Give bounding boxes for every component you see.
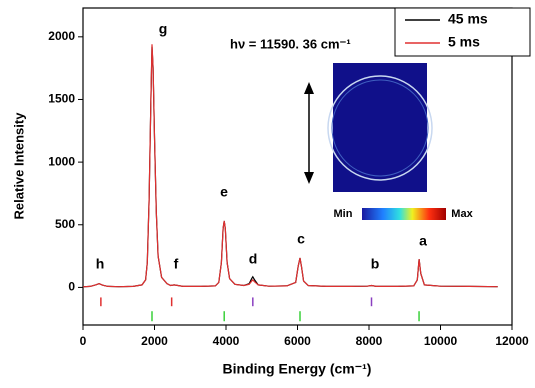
- peak-label: f: [174, 256, 179, 272]
- arrow-head: [304, 82, 314, 94]
- peak-label: a: [419, 233, 427, 249]
- inset-image: [333, 63, 427, 192]
- y-tick-label: 500: [55, 217, 75, 231]
- x-tick-label: 12000: [495, 334, 529, 348]
- x-tick-label: 4000: [213, 334, 240, 348]
- colorbar: [362, 208, 446, 220]
- page: Relative Intensity Binding Energy (cm⁻¹)…: [0, 0, 535, 388]
- x-tick-label: 8000: [356, 334, 383, 348]
- legend-label: 5 ms: [448, 34, 480, 50]
- series-line: [83, 47, 498, 287]
- peak-label: c: [297, 231, 305, 247]
- series-line: [83, 44, 498, 286]
- peak-label: b: [371, 256, 380, 272]
- colorbar-min: Min: [334, 208, 353, 220]
- y-tick-label: 1500: [48, 92, 75, 106]
- y-tick-label: 1000: [48, 154, 75, 168]
- legend-label: 45 ms: [448, 11, 488, 27]
- y-tick-label: 2000: [48, 29, 75, 43]
- y-axis-title: Relative Intensity: [11, 112, 26, 220]
- colorbar-max: Max: [451, 208, 473, 220]
- x-tick-label: 6000: [284, 334, 311, 348]
- chart: Relative Intensity Binding Energy (cm⁻¹)…: [0, 0, 535, 383]
- peak-label: d: [249, 251, 258, 267]
- arrow-head: [304, 172, 314, 184]
- peak-label: g: [159, 21, 168, 37]
- x-tick-label: 2000: [141, 334, 168, 348]
- peak-label: e: [220, 184, 228, 200]
- y-tick-label: 0: [68, 280, 75, 294]
- x-tick-label: 0: [80, 334, 87, 348]
- x-tick-label: 10000: [424, 334, 458, 348]
- annotation: hν = 11590. 36 cm⁻¹: [230, 36, 351, 51]
- peak-label: h: [96, 256, 105, 272]
- x-axis-title: Binding Energy (cm⁻¹): [223, 361, 372, 377]
